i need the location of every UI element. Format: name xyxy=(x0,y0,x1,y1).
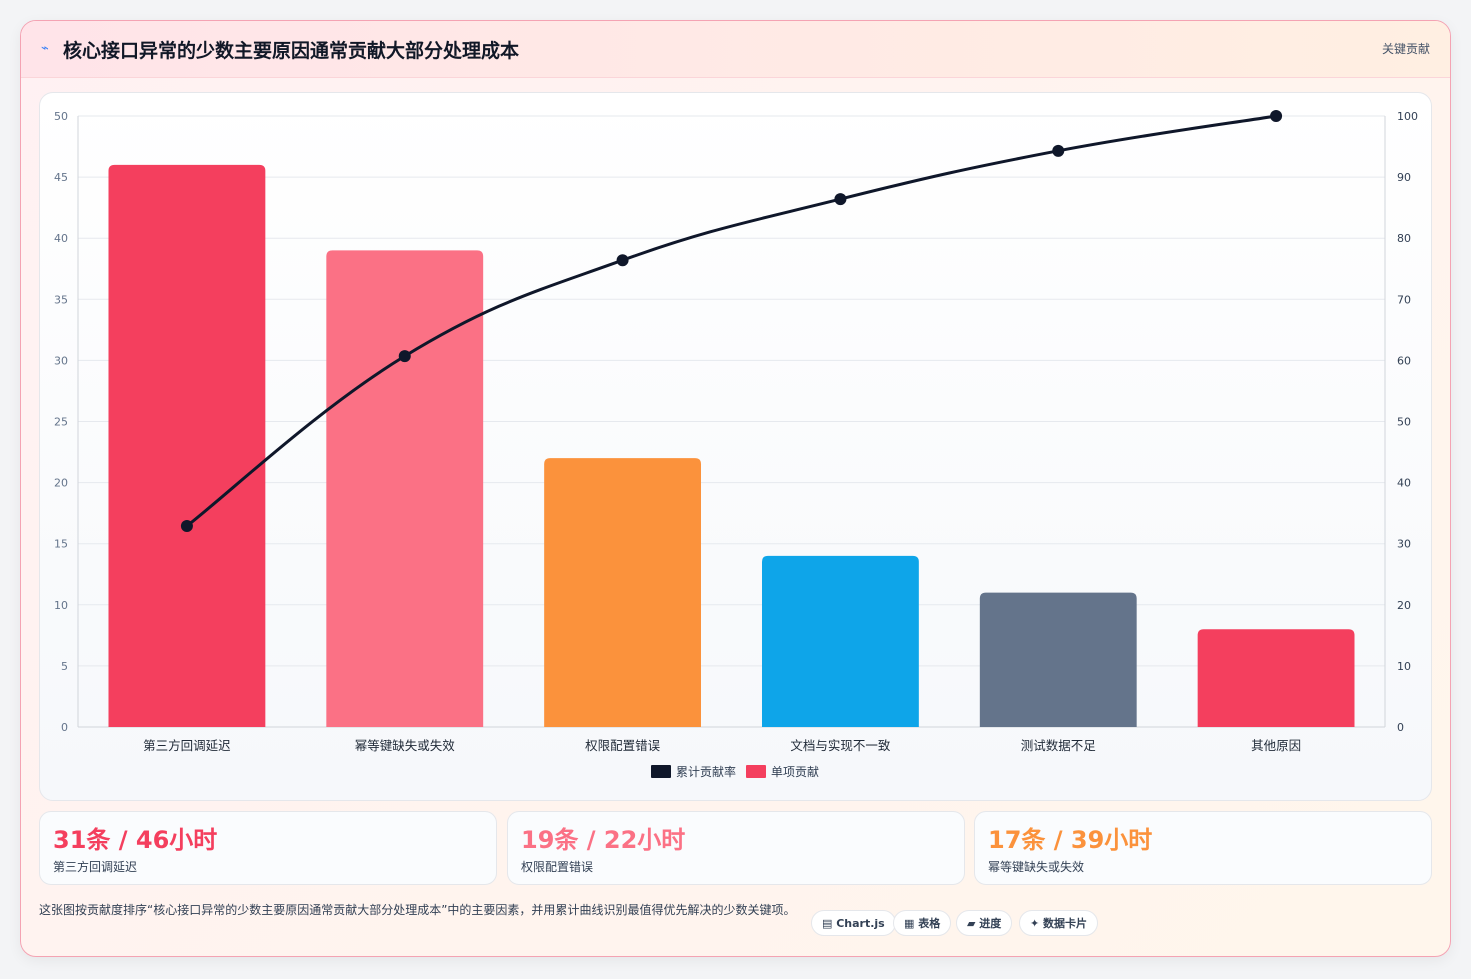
header-tag: 关键贡献 xyxy=(1381,42,1430,56)
chip-chartjs[interactable]: ▤ Chart.js xyxy=(811,910,896,936)
left-tick-label: 45 xyxy=(54,171,68,184)
right-tick-label: 80 xyxy=(1397,232,1411,245)
stat-value: 31条 / 46小时 xyxy=(53,826,218,854)
left-tick-label: 0 xyxy=(61,721,68,734)
right-tick-label: 60 xyxy=(1397,354,1411,367)
stat-card-1: 31条 / 46小时 第三方回调延迟 xyxy=(39,811,497,885)
x-tick-label: 幂等键缺失或失效 xyxy=(355,738,456,753)
chart-icon: ⌁ xyxy=(41,41,49,56)
x-tick-label: 文档与实现不一致 xyxy=(790,738,891,753)
bar xyxy=(108,164,266,727)
left-tick-label: 30 xyxy=(54,354,68,367)
stat-value: 17条 / 39小时 xyxy=(988,826,1153,854)
left-tick-label: 10 xyxy=(54,599,68,612)
stat-label: 权限配置错误 xyxy=(521,860,594,874)
bar xyxy=(326,250,484,728)
right-tick-label: 40 xyxy=(1397,477,1411,490)
cumulative-point xyxy=(834,193,847,206)
stat-value: 19条 / 22小时 xyxy=(521,826,686,854)
chip-progress[interactable]: ▰ 进度 xyxy=(956,910,1013,936)
left-tick-label: 25 xyxy=(54,416,68,429)
chart-panel: 0 5 10 15 20 25 30 35 40 45 50 0 10 20 30 40 50 60 70 80 90 1… xyxy=(39,92,1432,801)
card-title: 核心接口异常的少数主要原因通常贡献大部分处理成本 xyxy=(63,40,520,62)
right-tick-label: 100 xyxy=(1397,110,1418,123)
bar xyxy=(544,458,702,727)
stat-label: 第三方回调延迟 xyxy=(53,860,138,874)
bar xyxy=(761,555,919,727)
left-tick-label: 50 xyxy=(54,110,68,123)
stat-card-2: 19条 / 22小时 权限配置错误 xyxy=(507,811,965,885)
right-tick-label: 90 xyxy=(1397,171,1411,184)
stat-label: 幂等键缺失或失效 xyxy=(988,860,1085,874)
x-tick-label: 权限配置错误 xyxy=(585,738,661,753)
cumulative-point xyxy=(180,519,193,532)
right-tick-label: 20 xyxy=(1397,599,1411,612)
pareto-chart: 0 5 10 15 20 25 30 35 40 45 50 0 10 20 30 40 50 60 70 80 90 1… xyxy=(54,110,1418,779)
left-tick-label: 15 xyxy=(54,538,68,551)
chart-description: 这张图按贡献度排序“核心接口异常的少数主要原因通常贡献大部分处理成本”中的主要因… xyxy=(39,903,796,917)
left-tick-label: 5 xyxy=(61,660,68,673)
right-tick-label: 50 xyxy=(1397,416,1411,429)
bar xyxy=(1197,629,1355,727)
right-tick-label: 10 xyxy=(1397,660,1411,673)
right-tick-label: 30 xyxy=(1397,538,1411,551)
chart-card: ⌁ 核心接口异常的少数主要原因通常贡献大部分处理成本 关键贡献 0 5 10 15 20… xyxy=(20,20,1451,957)
x-tick-label: 第三方回调延迟 xyxy=(143,738,231,753)
chip-table[interactable]: ▦ 表格 xyxy=(893,910,952,936)
stat-card-3: 17条 / 39小时 幂等键缺失或失效 xyxy=(974,811,1432,885)
left-tick-label: 40 xyxy=(54,232,68,245)
bar xyxy=(979,592,1137,727)
x-tick-label: 测试数据不足 xyxy=(1021,738,1097,753)
right-tick-label: 0 xyxy=(1397,721,1404,734)
cumulative-point xyxy=(1052,144,1065,157)
cumulative-point xyxy=(398,350,411,363)
x-tick-label: 其他原因 xyxy=(1251,738,1301,753)
chip-data-card[interactable]: ✦ 数据卡片 xyxy=(1019,910,1099,936)
card-header: ⌁ 核心接口异常的少数主要原因通常贡献大部分处理成本 关键贡献 xyxy=(21,21,1450,78)
right-tick-label: 70 xyxy=(1397,293,1411,306)
cumulative-point xyxy=(616,254,629,267)
left-tick-label: 20 xyxy=(54,477,68,490)
legend-swatch xyxy=(651,765,671,778)
legend-swatch xyxy=(746,765,766,778)
legend-label: 单项贡献 xyxy=(771,764,819,779)
legend-label: 累计贡献率 xyxy=(676,764,736,779)
cumulative-line xyxy=(185,114,1277,528)
left-tick-label: 35 xyxy=(54,293,68,306)
cumulative-point xyxy=(1270,110,1283,122)
